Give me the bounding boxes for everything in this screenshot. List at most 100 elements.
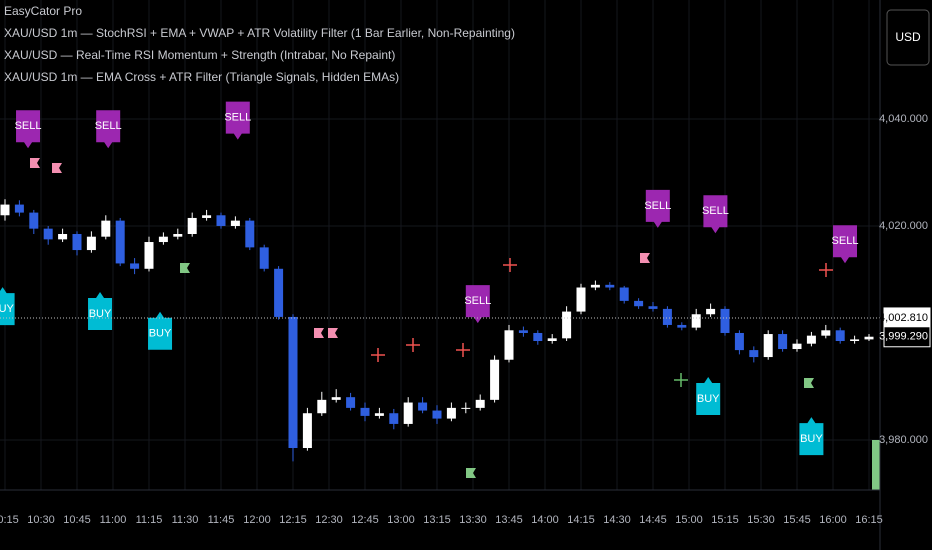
signal: SELL: [644, 189, 671, 228]
candle-body: [115, 220, 125, 264]
candle-body: [648, 306, 658, 309]
candle-body: [763, 334, 773, 358]
candle-body: [446, 407, 456, 419]
signal: SELL: [95, 110, 122, 149]
x-tick-label: 12:45: [351, 514, 379, 526]
candle-body: [792, 343, 802, 350]
candle-body: [331, 397, 341, 400]
x-tick-label: 14:30: [603, 514, 631, 526]
candle-body: [590, 284, 600, 288]
price-label-box: [883, 326, 931, 348]
flag: [466, 468, 476, 490]
signal-label: SELL: [95, 120, 122, 132]
flags: [30, 158, 880, 490]
flag: [328, 328, 338, 350]
x-tick-label: 12:30: [315, 514, 343, 526]
signal-label: SELL: [644, 200, 671, 212]
candle-body: [821, 330, 831, 336]
candle-body: [259, 247, 269, 269]
x-tick-label: 15:30: [747, 514, 775, 526]
x-tick-label: 11:15: [136, 514, 163, 526]
flag: [640, 253, 650, 275]
candle-body: [533, 332, 543, 342]
x-tick-label: 13:30: [459, 514, 487, 526]
cross: [456, 343, 470, 357]
x-tick-label: 13:00: [387, 514, 415, 526]
candle-body: [418, 402, 428, 411]
currency[interactable]: USD: [895, 30, 921, 44]
x-tick-label: 16:00: [819, 514, 847, 526]
candle-body: [706, 308, 716, 315]
x-tick-label: 15:45: [783, 514, 811, 526]
candle-body: [202, 215, 212, 218]
x-tick-label: 14:15: [567, 514, 595, 526]
signal: SELL: [702, 195, 729, 234]
signal-box: [645, 189, 670, 228]
candle-body: [14, 204, 24, 213]
y-tick-label: 4,020.000: [879, 220, 928, 232]
flag: [52, 163, 62, 185]
x-tick-label: 10:30: [27, 514, 55, 526]
candle-body: [58, 234, 68, 240]
candle-body: [317, 399, 327, 414]
signal: SELL: [832, 225, 858, 264]
currency-box[interactable]: [886, 9, 930, 66]
y-tick-label: 4,040.000: [879, 113, 928, 125]
x-tick-label: 14:00: [531, 514, 559, 526]
candle-body: [547, 338, 557, 342]
candle-body: [130, 263, 140, 269]
signal-box: [799, 417, 824, 456]
candle-body: [662, 308, 672, 325]
candle-body: [86, 236, 96, 251]
cross: [406, 338, 420, 352]
candle-body: [158, 236, 168, 243]
flag: [872, 440, 880, 490]
x-tick-label: 13:45: [495, 514, 523, 526]
candle-body: [576, 287, 586, 312]
flag: [180, 263, 190, 285]
legend-line: EasyCator Pro: [4, 4, 82, 18]
x-tick-label: 13:15: [423, 514, 451, 526]
candle-body: [720, 308, 730, 333]
candle-body: [749, 350, 759, 358]
candle-body: [461, 407, 471, 409]
candle-body: [144, 242, 154, 269]
candle-body: [187, 217, 197, 235]
signal-label: BUY: [149, 328, 172, 340]
signal: BUY: [799, 417, 824, 456]
signal-box: [88, 291, 113, 330]
signal-box: [703, 195, 728, 234]
x-tick-label: 10:45: [63, 514, 91, 526]
signal-box: [465, 285, 490, 324]
signal: BUY: [0, 287, 15, 326]
price-label: 4,002.810: [879, 312, 928, 324]
x-tick-label: 16:15: [855, 514, 883, 526]
candle-body: [778, 334, 788, 350]
candle-body: [288, 316, 298, 449]
y-tick-label: 3,980.000: [879, 434, 928, 446]
cross: [371, 348, 385, 362]
signal-label: BUY: [697, 393, 720, 405]
candle-body: [850, 339, 860, 342]
x-tick-label: 11:45: [208, 514, 235, 526]
candle-body: [403, 402, 413, 424]
candle-body: [230, 220, 240, 226]
candle-body: [619, 287, 629, 301]
candle-body: [605, 284, 615, 288]
candle-body: [734, 332, 744, 351]
x-tick-label: 15:15: [711, 514, 739, 526]
legend-line: XAU/USD — Real-Time RSI Momentum + Stren…: [4, 48, 395, 62]
signal: BUY: [696, 377, 721, 416]
candle-body: [691, 314, 701, 328]
signal: BUY: [88, 291, 113, 330]
candle-body: [43, 228, 53, 240]
candle-body: [374, 413, 384, 416]
candle-body: [360, 407, 370, 416]
cross: [819, 263, 833, 277]
x-tick-label: 11:00: [100, 514, 127, 526]
candle-body: [490, 359, 500, 400]
candle-body: [677, 324, 687, 328]
cross: [674, 373, 688, 387]
cross: [503, 258, 517, 272]
x-tick-label: 15:00: [675, 514, 703, 526]
